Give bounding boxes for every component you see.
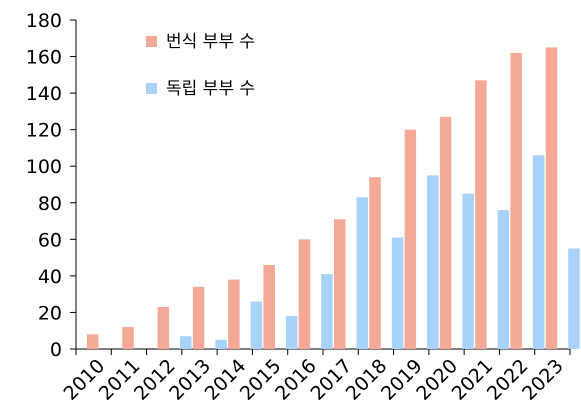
bar-breeding bbox=[475, 80, 487, 350]
legend-swatch-independent bbox=[146, 83, 157, 94]
bar-independent bbox=[285, 316, 298, 349]
bar-breeding bbox=[157, 306, 170, 349]
bar-breeding bbox=[510, 52, 522, 350]
legend-label-independent: 독립 부부 수 bbox=[166, 79, 255, 99]
bar-independent bbox=[250, 301, 263, 349]
legend-swatch-breeding bbox=[146, 36, 157, 47]
legend: 번식 부부 수 독립 부부 수 bbox=[146, 32, 255, 99]
y-tick-label: 160 bbox=[26, 47, 62, 69]
bar-breeding bbox=[334, 219, 346, 349]
y-axis: 0 20 40 60 80 100 120 140 160 180 bbox=[26, 10, 77, 361]
bars bbox=[87, 47, 580, 350]
y-tick-label: 180 bbox=[26, 10, 62, 32]
bar-independent bbox=[391, 237, 404, 349]
bar-independent bbox=[321, 274, 333, 349]
bar-independent bbox=[180, 336, 192, 349]
bar-independent bbox=[497, 210, 510, 349]
x-tick-label: 2023 bbox=[518, 355, 568, 405]
bar-independent bbox=[462, 193, 474, 349]
bar-breeding bbox=[192, 286, 205, 349]
y-tick-label: 100 bbox=[26, 156, 62, 178]
y-tick-label: 40 bbox=[38, 266, 62, 288]
bar-independent bbox=[532, 155, 545, 349]
y-tick-label: 140 bbox=[26, 83, 62, 105]
bar-breeding bbox=[298, 239, 311, 349]
x-axis: 2010201120122013201420152016201720182019… bbox=[59, 348, 571, 405]
bar-breeding bbox=[369, 177, 381, 349]
y-tick-label: 0 bbox=[50, 339, 62, 361]
y-tick-label: 20 bbox=[38, 302, 62, 324]
bar-breeding bbox=[87, 334, 99, 349]
y-tick-label: 80 bbox=[38, 193, 62, 215]
y-tick-label: 60 bbox=[38, 229, 62, 251]
bar-breeding bbox=[545, 47, 558, 350]
bar-independent bbox=[427, 175, 439, 349]
bar-independent bbox=[215, 339, 227, 349]
bar-breeding bbox=[228, 279, 240, 349]
bar-breeding bbox=[122, 327, 134, 349]
bar-independent bbox=[568, 248, 580, 349]
legend-label-breeding: 번식 부부 수 bbox=[166, 32, 255, 52]
bar-independent bbox=[356, 197, 368, 349]
y-tick-label: 120 bbox=[26, 120, 62, 142]
bar-breeding bbox=[404, 129, 417, 349]
bar-breeding bbox=[263, 264, 275, 349]
bar-breeding bbox=[439, 116, 452, 349]
